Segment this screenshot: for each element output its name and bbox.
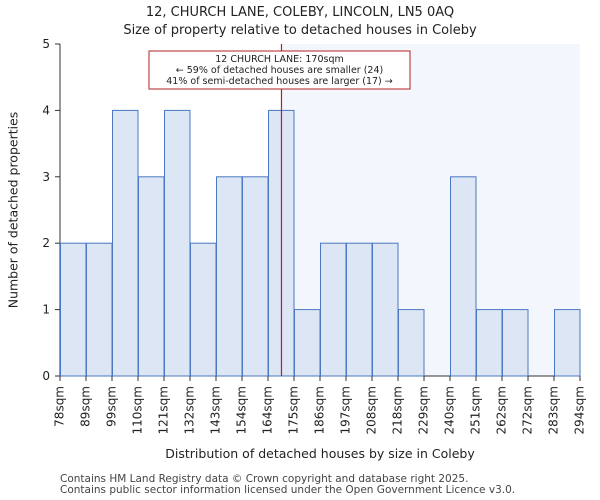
- x-tick-label: 164sqm: [261, 386, 275, 434]
- bar: [372, 242, 399, 377]
- x-tick-label: 240sqm: [443, 386, 457, 434]
- y-tick-label: 1: [42, 303, 50, 317]
- x-tick-label: 197sqm: [339, 386, 353, 434]
- y-tick-label: 3: [42, 170, 50, 184]
- x-tick-label: 121sqm: [157, 386, 171, 434]
- x-tick-label: 89sqm: [79, 386, 93, 427]
- bar: [476, 309, 503, 377]
- bar: [346, 242, 373, 377]
- bar: [294, 309, 321, 377]
- bar: [450, 176, 477, 377]
- x-tick-label: 283sqm: [547, 386, 561, 434]
- bar: [216, 176, 243, 377]
- bar: [398, 309, 425, 377]
- bar: [502, 309, 529, 377]
- bar: [242, 176, 269, 377]
- x-tick-label: 154sqm: [235, 386, 249, 434]
- y-tick-label: 2: [42, 236, 50, 250]
- annotation-box: [148, 50, 411, 90]
- bar: [112, 109, 139, 377]
- x-tick-label: 294sqm: [573, 386, 587, 434]
- footer-line-2: Contains public sector information licen…: [60, 484, 516, 496]
- x-tick-label: 175sqm: [287, 386, 301, 434]
- x-tick-label: 99sqm: [105, 386, 119, 427]
- annotation-line-1: 12 CHURCH LANE: 170sqm: [215, 54, 343, 65]
- bar: [320, 242, 347, 377]
- y-tick-label: 4: [42, 103, 50, 117]
- x-tick-label: 262sqm: [495, 386, 509, 434]
- x-tick-label: 110sqm: [131, 386, 145, 434]
- x-tick-label: 229sqm: [417, 386, 431, 434]
- annotation-line-3: 41% of semi-detached houses are larger (…: [166, 76, 393, 87]
- x-tick-label: 272sqm: [521, 386, 535, 434]
- x-tick-label: 251sqm: [469, 386, 483, 434]
- bar: [138, 176, 165, 377]
- bar: [554, 309, 581, 377]
- x-tick-label: 132sqm: [183, 386, 197, 434]
- x-tick-label: 143sqm: [209, 386, 223, 434]
- y-tick-label: 0: [42, 369, 50, 383]
- y-tick-label: 5: [42, 37, 50, 51]
- x-axis-title: Distribution of detached houses by size …: [165, 446, 475, 461]
- chart-title: 12, CHURCH LANE, COLEBY, LINCOLN, LN5 0A…: [145, 5, 455, 20]
- x-tick-label: 218sqm: [391, 386, 405, 434]
- annotation-line-2: ← 59% of detached houses are smaller (24…: [176, 65, 383, 76]
- x-tick-label: 186sqm: [313, 386, 327, 434]
- chart-subtitle: Size of property relative to detached ho…: [123, 23, 477, 38]
- bar: [190, 242, 217, 377]
- bar: [164, 109, 191, 377]
- x-tick-label: 78sqm: [53, 386, 67, 427]
- x-tick-label: 208sqm: [365, 386, 379, 434]
- bar: [86, 242, 113, 377]
- footer-line-1: Contains HM Land Registry data © Crown c…: [60, 473, 469, 485]
- bar: [60, 242, 87, 377]
- y-axis-title: Number of detached properties: [6, 112, 21, 309]
